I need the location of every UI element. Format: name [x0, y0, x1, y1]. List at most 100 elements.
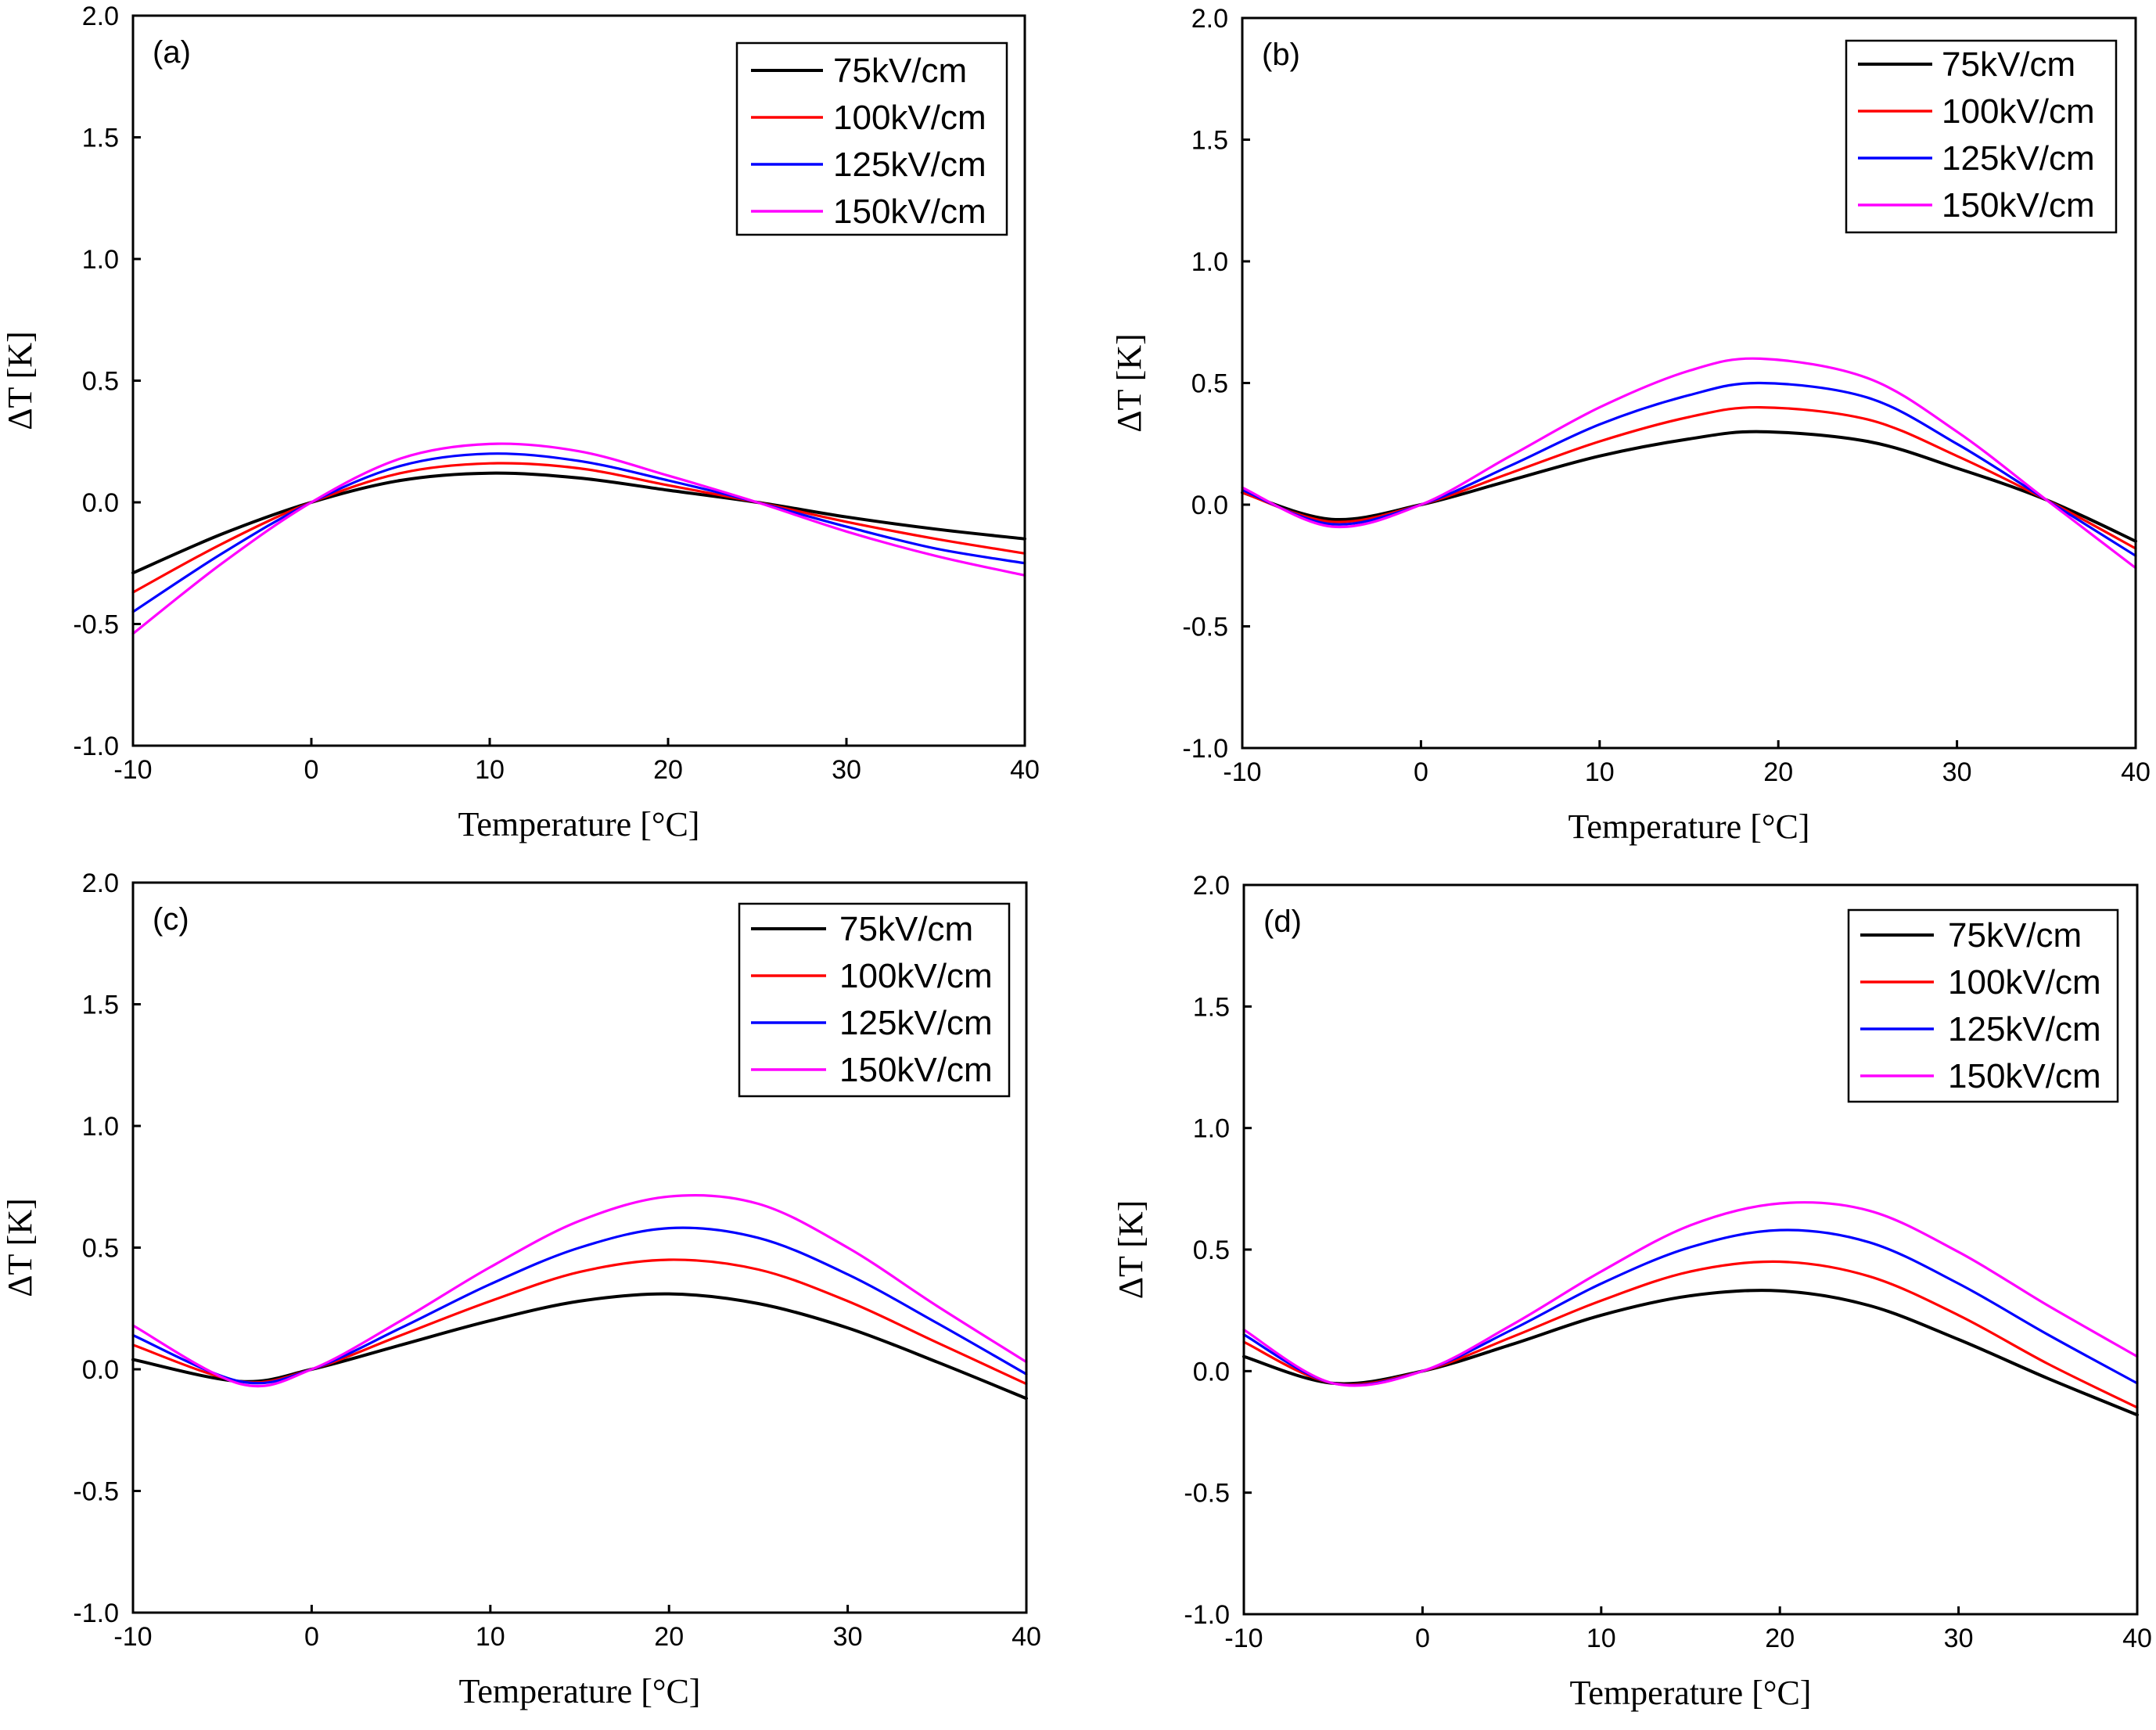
chart-panel: -10 0 10 20 30 40 -1.0 -0.5 0.0 0.5 1.0 1.5 2.0 Tempe…	[1112, 871, 2152, 1712]
y-tick-label: 1.5	[82, 124, 119, 153]
series-line	[131, 1193, 1028, 1388]
x-tick-label: 10	[476, 1622, 505, 1652]
y-tick-label: 2.0	[1193, 871, 1230, 901]
series-line	[1241, 381, 2137, 557]
x-tick-label: 20	[1763, 757, 1793, 787]
legend-label: 125kV/cm	[1948, 1010, 2101, 1048]
series-line	[1241, 405, 2137, 550]
y-tick-label: 2.0	[82, 2, 119, 31]
y-tick-label: 1.5	[82, 991, 119, 1020]
x-tick-label: 40	[1012, 1622, 1041, 1652]
y-tick-label: -1.0	[1182, 734, 1228, 764]
x-tick-label: 40	[1010, 755, 1040, 785]
x-tick-label: -10	[113, 755, 152, 785]
x-axis-label: Temperature [°C]	[458, 805, 700, 843]
legend: 75kV/cm 100kV/cm 125kV/cm 150kV/cm	[1847, 908, 2119, 1103]
y-tick-label: 0.0	[82, 1355, 119, 1385]
y-tick-label: -0.5	[73, 610, 119, 640]
legend-label: 150kV/cm	[1948, 1057, 2101, 1095]
x-axis-label: Temperature [°C]	[459, 1672, 701, 1710]
legend-label: 100kV/cm	[833, 99, 986, 137]
y-axis-label: ΔT [K]	[1112, 1200, 1150, 1299]
y-axis-label: ΔT [K]	[1110, 333, 1148, 432]
legend-box	[1845, 39, 2118, 234]
x-tick-label: 20	[1765, 1624, 1795, 1653]
series-line	[131, 452, 1026, 613]
y-tick-label: 1.0	[82, 1112, 119, 1142]
series-line	[1241, 430, 2137, 543]
series-line	[131, 462, 1026, 594]
legend-label: 125kV/cm	[1942, 139, 2095, 178]
x-tick-label: 30	[832, 755, 861, 785]
legend: 75kV/cm 100kV/cm 125kV/cm 150kV/cm	[1845, 39, 2118, 234]
legend-box	[738, 902, 1011, 1098]
series-line	[131, 1226, 1028, 1385]
x-axis-label: Temperature [°C]	[1570, 1674, 1812, 1712]
panel-label: (a)	[153, 35, 191, 70]
legend-label: 75kV/cm	[1942, 45, 2075, 84]
y-tick-label: 2.0	[82, 869, 119, 898]
legend-box	[1847, 908, 2119, 1103]
y-tick-label: 0.0	[82, 488, 119, 518]
legend-label: 75kV/cm	[833, 52, 967, 90]
x-tick-label: 40	[2121, 757, 2151, 787]
y-tick-label: 1.5	[1191, 126, 1228, 156]
legend-label: 125kV/cm	[833, 146, 986, 184]
y-tick-label: -1.0	[73, 1599, 119, 1628]
x-tick-label: 0	[304, 755, 319, 785]
legend-label: 150kV/cm	[1942, 186, 2095, 225]
x-tick-label: 0	[304, 1622, 319, 1652]
y-tick-label: 1.0	[1193, 1114, 1230, 1144]
y-tick-label: 1.0	[82, 245, 119, 275]
y-tick-label: 0.0	[1193, 1357, 1230, 1387]
panel-label: (b)	[1262, 38, 1300, 72]
x-tick-label: -10	[1224, 1624, 1263, 1653]
series-line	[1242, 1201, 2139, 1387]
series-line	[1241, 357, 2137, 570]
x-tick-label: -10	[1223, 757, 1261, 787]
x-tick-label: 10	[1586, 1624, 1616, 1653]
y-tick-label: 0.5	[82, 367, 119, 397]
chart-panel: -10 0 10 20 30 40 -1.0 -0.5 0.0 0.5 1.0 1.5 2.0 Tempe…	[1, 869, 1041, 1710]
legend-label: 150kV/cm	[833, 192, 986, 231]
x-tick-label: 10	[1585, 757, 1615, 787]
chart-panel: -10 0 10 20 30 40 -1.0 -0.5 0.0 0.5 1.0 1.5 2.0 Tempe…	[1, 2, 1040, 843]
legend-box	[735, 41, 1008, 236]
x-axis-label: Temperature [°C]	[1568, 807, 1810, 846]
x-tick-label: 0	[1414, 757, 1428, 787]
legend-label: 100kV/cm	[1948, 963, 2101, 1002]
series-line	[1242, 1260, 2139, 1409]
legend: 75kV/cm 100kV/cm 125kV/cm 150kV/cm	[735, 41, 1008, 236]
y-tick-label: 0.5	[1193, 1235, 1230, 1265]
y-tick-label: -0.5	[1184, 1479, 1230, 1509]
series-line	[131, 471, 1026, 575]
y-tick-label: 2.0	[1191, 4, 1228, 34]
legend-label: 125kV/cm	[839, 1004, 993, 1042]
legend-label: 75kV/cm	[1948, 916, 2082, 955]
y-axis-label: ΔT [K]	[1, 1198, 39, 1297]
x-tick-label: 30	[833, 1622, 863, 1652]
x-tick-label: 20	[654, 1622, 684, 1652]
y-tick-label: -1.0	[73, 732, 119, 761]
legend-label: 75kV/cm	[839, 910, 973, 948]
y-tick-label: 0.5	[1191, 369, 1228, 399]
x-tick-label: 0	[1415, 1624, 1430, 1653]
panel-label: (c)	[153, 902, 189, 937]
chart-panel: -10 0 10 20 30 40 -1.0 -0.5 0.0 0.5 1.0 1.5 2.0 Tempe…	[1110, 4, 2151, 846]
legend-label: 100kV/cm	[839, 957, 993, 995]
x-tick-label: 30	[1944, 1624, 1974, 1653]
legend: 75kV/cm 100kV/cm 125kV/cm 150kV/cm	[738, 902, 1011, 1098]
series-line	[1242, 1228, 2139, 1387]
legend-label: 150kV/cm	[839, 1051, 993, 1089]
y-tick-label: -1.0	[1184, 1600, 1230, 1630]
y-tick-label: -0.5	[1182, 613, 1228, 642]
y-tick-label: 1.0	[1191, 247, 1228, 277]
series-line	[131, 442, 1026, 635]
x-tick-label: 10	[475, 755, 505, 785]
x-tick-label: -10	[113, 1622, 152, 1652]
y-tick-label: 0.0	[1191, 491, 1228, 520]
y-tick-label: 1.5	[1193, 992, 1230, 1022]
x-tick-label: 30	[1942, 757, 1972, 787]
x-tick-label: 20	[653, 755, 683, 785]
